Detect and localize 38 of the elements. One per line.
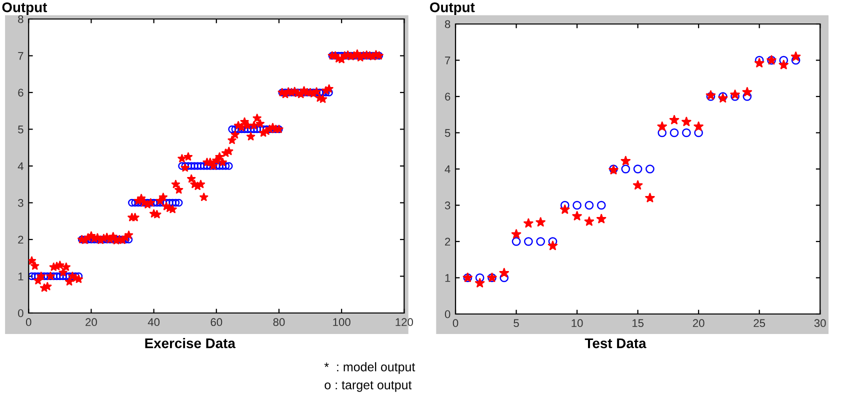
y-tick-label: 8: [444, 20, 450, 28]
y-tick-label: 7: [18, 52, 24, 60]
x-tick-label: 60: [210, 318, 222, 326]
x-tick-label: 0: [452, 319, 458, 328]
y-tick-label: 1: [445, 274, 450, 282]
y-tick-label: 6: [445, 92, 450, 101]
x-tick-label: 20: [692, 319, 704, 328]
y-tick-label: 1: [18, 272, 24, 280]
x-tick-label: 20: [86, 318, 97, 326]
y-tick-label: 5: [444, 129, 450, 137]
x-tick-label: 15: [632, 319, 644, 328]
y-tick-label: 3: [444, 202, 450, 210]
y-tick-label: 5: [18, 126, 24, 134]
x-axis-title: Test Data: [584, 338, 646, 348]
x-tick-label: 5: [514, 319, 519, 328]
y-tick-label: 2: [18, 236, 24, 244]
x-tick-label: 100: [333, 318, 350, 326]
y-tick-label: 3: [18, 199, 24, 207]
x-tick-label: 80: [273, 318, 285, 326]
x-axis-title: Exercise Data: [145, 338, 236, 348]
y-tick-label: 4: [444, 165, 450, 174]
y-axis-title: Output: [2, 2, 48, 15]
x-tick-label: 0: [26, 318, 32, 326]
x-tick-label: 10: [572, 319, 583, 328]
y-axis-title: Output: [430, 2, 475, 15]
y-tick-label: 6: [18, 88, 24, 97]
y-tick-label: 7: [445, 56, 450, 64]
y-tick-label: 8: [18, 15, 24, 24]
y-tick-label: 0: [18, 309, 24, 318]
y-tick-label: 4: [18, 162, 24, 170]
y-tick-label: 2: [445, 238, 450, 246]
x-tick-label: 30: [814, 319, 826, 328]
x-tick-label: 120: [396, 318, 413, 326]
text: o : target output: [324, 381, 412, 392]
x-tick-label: 25: [754, 319, 766, 328]
y-tick-label: 0: [444, 310, 450, 318]
text: * : model output: [324, 362, 416, 374]
x-tick-label: 40: [148, 318, 160, 326]
